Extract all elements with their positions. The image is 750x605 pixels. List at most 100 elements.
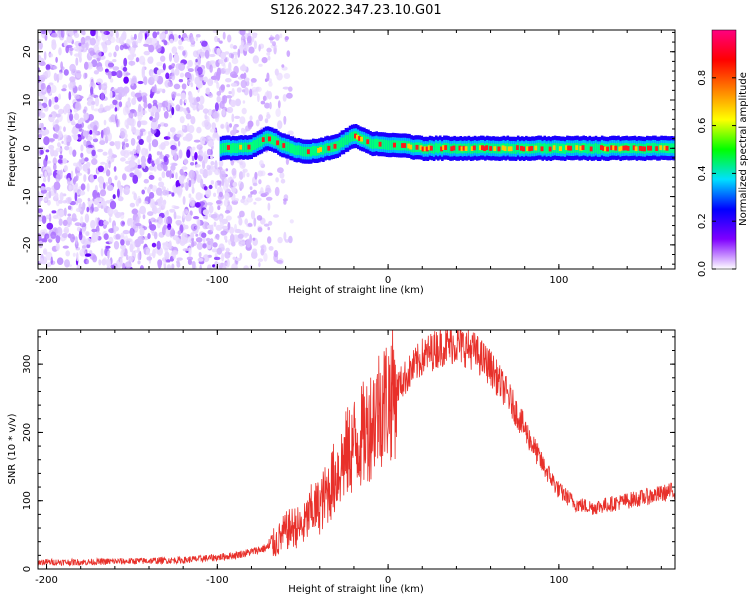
colorbar-label: Normalized spectral amplitude — [738, 72, 749, 226]
noise-blob — [182, 50, 186, 56]
noise-blob — [140, 120, 148, 126]
noise-blob — [191, 97, 198, 106]
noise-blob — [58, 47, 62, 56]
noise-blob — [164, 251, 170, 260]
noise-blob — [105, 181, 109, 187]
colorbar-ticks: 0.0 0.2 0.4 0.6 0.8 — [697, 70, 736, 277]
noise-blob — [260, 245, 265, 249]
noise-blob — [200, 136, 206, 143]
noise-blob — [239, 116, 246, 125]
noise-blob — [249, 234, 252, 244]
noise-blob — [139, 128, 146, 133]
noise-blob — [213, 256, 221, 261]
noise-blob — [106, 184, 114, 191]
noise-blob — [105, 169, 111, 177]
noise-blob — [262, 95, 267, 102]
noise-blob — [97, 176, 104, 183]
noise-blob — [108, 228, 115, 234]
noise-blob — [115, 114, 118, 124]
noise-blob — [228, 91, 232, 95]
noise-blob — [163, 164, 168, 172]
snr-ytick-label: 300 — [22, 355, 33, 374]
noise-blob — [146, 157, 153, 164]
noise-blob — [125, 186, 130, 192]
spec-ytick-label: 10 — [22, 94, 33, 107]
ridge-band — [230, 143, 233, 154]
ridge-core — [360, 136, 365, 142]
ridge-core — [489, 146, 494, 151]
noise-blob — [62, 245, 69, 249]
noise-blob — [212, 264, 216, 268]
noise-blob — [39, 42, 43, 50]
noise-blob — [239, 252, 243, 260]
noise-blob — [277, 120, 283, 130]
noise-blob — [80, 152, 84, 159]
noise-blob — [43, 177, 47, 183]
noise-blob — [133, 33, 137, 40]
noise-blob — [231, 168, 237, 176]
noise-blob — [171, 173, 174, 178]
ridge-band — [475, 143, 479, 154]
noise-blob — [191, 155, 195, 162]
noise-blob — [132, 225, 136, 230]
noise-blob — [234, 223, 237, 233]
noise-blob — [39, 74, 46, 81]
noise-blob — [212, 133, 216, 141]
ridge-band — [289, 143, 292, 154]
noise-blob — [120, 232, 125, 238]
ridge-band — [338, 139, 342, 150]
ridge-band — [295, 145, 299, 156]
ridge-core — [409, 144, 414, 150]
noise-blob — [83, 174, 87, 183]
noise-blob — [39, 61, 46, 67]
noise-blob — [177, 230, 182, 235]
noise-blob — [170, 145, 177, 150]
noise-blob — [62, 84, 68, 89]
colorbar: 0.0 0.2 0.4 0.6 0.8 Normalized spectral ampl… — [697, 29, 749, 277]
noise-blob — [99, 140, 106, 146]
noise-blob — [218, 191, 223, 198]
ridge-band — [381, 139, 385, 150]
noise-blob — [190, 116, 196, 125]
noise-blob — [117, 180, 121, 189]
noise-blob — [176, 133, 182, 138]
noise-blob — [241, 162, 246, 168]
noise-blob — [93, 206, 99, 212]
noise-blob — [120, 213, 125, 220]
ridge-band — [232, 143, 235, 153]
noise-blob — [53, 163, 57, 171]
noise-blob — [162, 226, 166, 236]
noise-blob — [122, 229, 130, 235]
noise-blob — [53, 72, 58, 82]
noise-blob — [55, 56, 58, 63]
noise-blob — [125, 72, 131, 76]
noise-blob — [62, 158, 68, 164]
noise-blob — [190, 36, 195, 44]
spec-xtick-label: 0 — [385, 275, 391, 286]
noise-blob — [222, 266, 226, 269]
ridge-core — [247, 144, 252, 150]
noise-blob — [58, 71, 63, 81]
noise-blob — [138, 55, 146, 65]
noise-blob — [222, 31, 226, 40]
noise-blob — [266, 47, 272, 53]
noise-blob — [56, 170, 63, 175]
noise-blob — [170, 229, 176, 237]
noise-blob — [56, 246, 60, 250]
noise-blob — [128, 60, 136, 66]
noise-blob — [256, 86, 262, 93]
noise-blob — [85, 169, 89, 174]
noise-blob — [195, 70, 199, 76]
noise-blob — [65, 197, 71, 204]
noise-blob — [90, 30, 96, 37]
noise-blob — [141, 189, 145, 195]
noise-blob — [162, 242, 166, 246]
noise-blob — [43, 51, 47, 61]
spec-ytick-label: -10 — [22, 188, 33, 204]
noise-blob — [279, 172, 285, 179]
noise-blob — [254, 171, 258, 180]
ridge-core — [333, 143, 338, 149]
noise-blob — [104, 39, 112, 46]
noise-blob — [119, 186, 123, 194]
noise-blob — [222, 182, 229, 191]
